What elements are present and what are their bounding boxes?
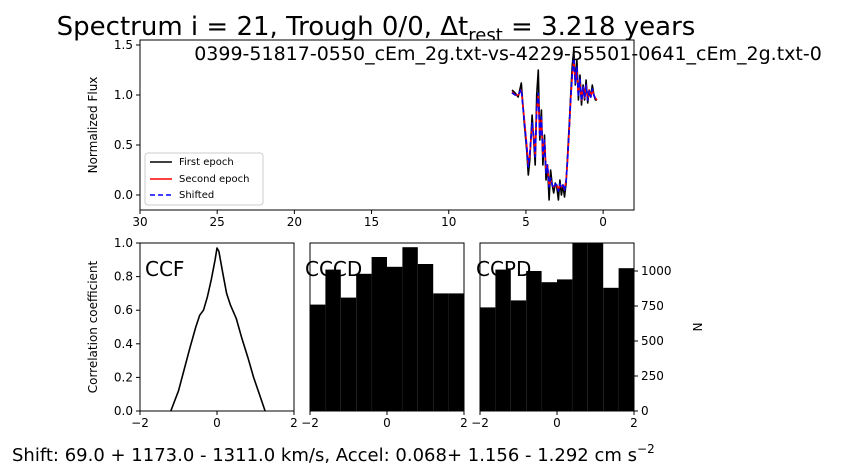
ccf-line xyxy=(170,247,266,412)
ccf-frame xyxy=(139,242,295,412)
cccd-panel: −2 0 2 CCCD xyxy=(301,242,468,430)
ccpd-bar xyxy=(495,269,511,411)
figure-title: Spectrum i = 21, Trough 0/0, Δtrest = 3.… xyxy=(57,12,696,46)
ccpd-bar xyxy=(572,243,588,411)
cccd-bar xyxy=(433,293,449,411)
ccpd-bar xyxy=(587,243,604,411)
legend-label-shifted: Shifted xyxy=(179,190,214,201)
spectrum-legend: First epoch Second epoch Shifted xyxy=(144,152,264,206)
cccd-xtick-label: 0 xyxy=(383,416,391,430)
spectrum-xtick-label: 5 xyxy=(522,215,530,229)
legend-label-second-epoch: Second epoch xyxy=(179,174,249,185)
spectrum-ylabel: Normalized Flux xyxy=(86,77,100,174)
ccf-ytick-label: 1.0 xyxy=(114,236,133,250)
spectrum-ticks: 30 25 20 15 10 5 0 0.0 0.5 1.0 1.5 xyxy=(114,38,607,229)
ccpd-label: CCPD xyxy=(476,257,531,281)
ccf-ytick-label: 0.8 xyxy=(114,270,133,284)
cccd-bar xyxy=(356,273,372,411)
ccpd-bar xyxy=(526,271,542,411)
cccd-bar xyxy=(417,264,434,411)
cccd-bar xyxy=(340,297,357,411)
spectrum-panel: 30 25 20 15 10 5 0 0.0 0.5 1.0 1.5 Normalized Flux… xyxy=(86,38,822,229)
spectrum-ytick-label: 0.5 xyxy=(114,138,133,152)
cccd-xtick-label: −2 xyxy=(301,416,319,430)
ccf-xtick-label: 2 xyxy=(290,416,298,430)
ccpd-bar xyxy=(541,282,557,411)
spectrum-ytick-label: 0.0 xyxy=(114,188,133,202)
ccpd-frame xyxy=(479,242,635,412)
ccpd-bar xyxy=(557,279,573,411)
spectrum-subtitle: 0399-51817-0550_cEm_2g.txt-vs-4229-55501… xyxy=(194,43,822,65)
ccpd-bar xyxy=(603,287,619,411)
spectrum-xtick-label: 15 xyxy=(364,215,379,229)
spectrum-frame xyxy=(139,39,635,211)
ccf-ticks: −2 0 2 0.0 0.2 0.4 0.6 0.8 1.0 xyxy=(114,236,298,430)
cccd-bar xyxy=(387,266,403,411)
spectrum-xtick-label: 25 xyxy=(210,215,225,229)
spectrum-line-shifted xyxy=(511,56,598,192)
ccpd-ytick-label: 500 xyxy=(641,334,664,348)
cccd-bars xyxy=(310,247,464,411)
cccd-bar xyxy=(448,293,464,411)
cccd-bar xyxy=(402,247,418,411)
ccpd-ytick-label: 750 xyxy=(641,299,664,313)
ccpd-bars xyxy=(480,243,634,411)
ccpd-bar xyxy=(510,300,527,411)
ccpd-xtick-label: 2 xyxy=(630,416,638,430)
ccpd-ytick-label: 1000 xyxy=(641,264,672,278)
ccf-ylabel: Correlation coefficient xyxy=(86,260,100,393)
spectrum-xtick-label: 30 xyxy=(132,215,147,229)
ccf-panel: −2 0 2 0.0 0.2 0.4 0.6 0.8 1.0 CCF Correlation c… xyxy=(86,236,298,430)
ccpd-xtick-label: 0 xyxy=(553,416,561,430)
ccf-ytick-label: 0.2 xyxy=(114,370,133,384)
cccd-bar xyxy=(371,257,387,411)
ccf-ytick-label: 0.4 xyxy=(114,337,133,351)
ccpd-ytick-label: 0 xyxy=(641,404,649,418)
ccf-label: CCF xyxy=(145,257,184,281)
cccd-bar xyxy=(310,304,326,411)
legend-label-first-epoch: First epoch xyxy=(179,157,234,168)
ccf-xtick-label: 0 xyxy=(213,416,221,430)
spectrum-series xyxy=(511,49,598,201)
ccf-xtick-label: −2 xyxy=(131,416,149,430)
spectrum-xtick-label: 0 xyxy=(599,215,607,229)
ccf-series xyxy=(170,247,266,412)
cccd-bar xyxy=(325,269,341,411)
ccf-ytick-label: 0.6 xyxy=(114,303,133,317)
spectrum-ytick-label: 1.0 xyxy=(114,88,133,102)
ccpd-xtick-label: −2 xyxy=(471,416,489,430)
ccf-ytick-label: 0.0 xyxy=(114,404,133,418)
spectrum-xtick-label: 10 xyxy=(441,215,456,229)
cccd-frame xyxy=(309,242,465,412)
cccd-ticks: −2 0 2 xyxy=(301,411,468,430)
cccd-label: CCCD xyxy=(305,257,362,281)
footer-text: Shift: 69.0 + 1173.0 - 1311.0 km/s, Acce… xyxy=(12,442,655,466)
ccpd-ylabel: N xyxy=(690,323,704,332)
ccpd-bar xyxy=(480,307,496,411)
ccpd-bar xyxy=(618,268,634,411)
spectrum-ytick-label: 1.5 xyxy=(114,38,133,52)
spectrum-xtick-label: 20 xyxy=(287,215,302,229)
cccd-xtick-label: 2 xyxy=(460,416,468,430)
ccpd-ytick-label: 250 xyxy=(641,369,664,383)
